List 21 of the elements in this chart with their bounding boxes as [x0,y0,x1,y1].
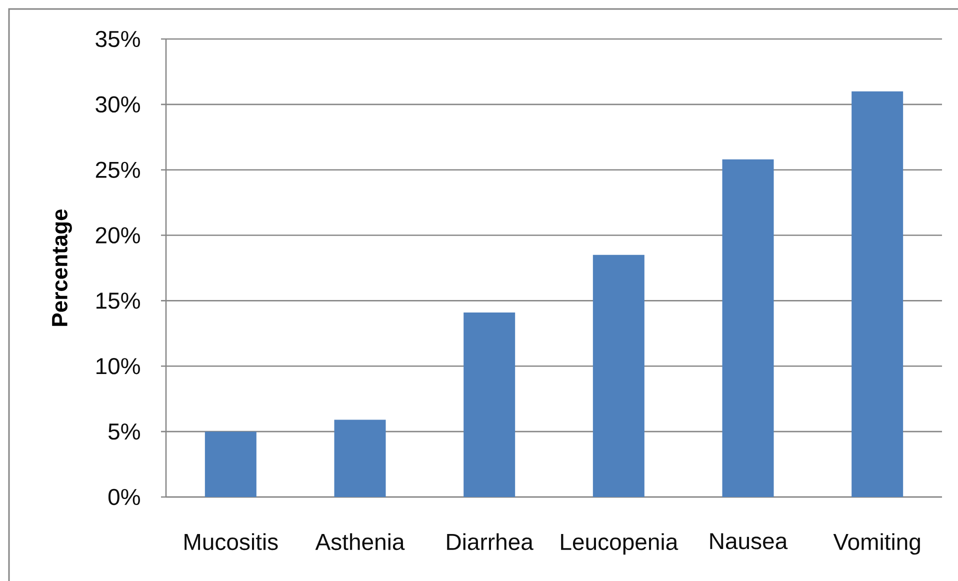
bar [852,91,904,497]
x-tick-label: Mucositis [184,533,278,550]
y-tick-label: 35% [96,30,140,48]
y-tick-label: 0% [108,488,140,506]
bar [204,432,256,497]
y-axis-title: Percentage [52,209,72,326]
bar [334,420,386,497]
y-tick-label: 5% [108,423,140,440]
bar [592,254,644,497]
bar [722,159,774,497]
x-tick-label: Nausea [710,533,788,550]
y-tick-label: 25% [96,162,140,178]
y-tick-label: 20% [96,227,140,244]
x-tick-label: Diarrhea [447,533,534,550]
y-tick-label: 10% [96,358,140,374]
x-tick-label: Asthenia [315,533,405,550]
y-tick-label: 30% [96,96,140,113]
x-tick-label: Leucopenia [561,533,678,555]
bar [464,312,516,497]
y-tick-label: 15% [96,292,140,309]
x-tick-label: Vomiting [833,533,920,555]
